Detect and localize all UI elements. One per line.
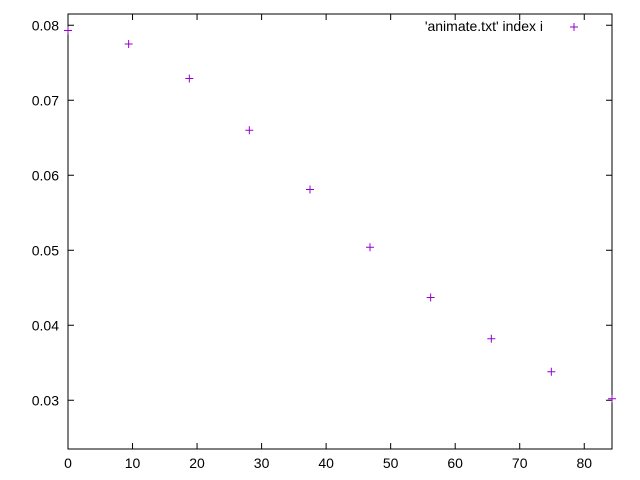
y-tick-label: 0.07	[32, 92, 59, 108]
y-tick-label: 0.06	[32, 167, 59, 183]
x-axis: 0 10 20 30 40 50 60 70 80	[64, 14, 592, 471]
y-tick-label: 0.04	[32, 317, 59, 333]
x-tick-label: 80	[576, 455, 592, 471]
data-point	[245, 126, 254, 135]
x-tick-label: 20	[189, 455, 205, 471]
y-tick-label: 0.03	[32, 392, 59, 408]
legend-series-label: 'animate.txt' index i	[425, 18, 543, 34]
x-tick-label: 70	[512, 455, 528, 471]
data-points	[64, 26, 616, 403]
x-tick-label: 50	[383, 455, 399, 471]
data-point	[124, 40, 133, 48]
data-point	[366, 243, 375, 252]
legend: 'animate.txt' index i	[425, 18, 578, 34]
x-tick-label: 0	[64, 455, 72, 471]
data-point	[305, 185, 314, 194]
data-point	[64, 26, 72, 35]
x-tick-label: 10	[125, 455, 141, 471]
data-point	[487, 334, 496, 343]
y-tick-label: 0.05	[32, 242, 59, 258]
x-tick-label: 40	[318, 455, 334, 471]
data-point	[185, 74, 194, 83]
data-point	[547, 367, 556, 376]
y-axis: 0.03 0.04 0.05 0.06 0.07 0.08	[32, 17, 612, 408]
y-tick-label: 0.08	[32, 17, 59, 33]
plot-frame	[67, 13, 613, 450]
x-tick-label: 30	[254, 455, 270, 471]
data-point	[608, 394, 616, 403]
data-point	[426, 293, 435, 302]
x-tick-label: 60	[447, 455, 463, 471]
